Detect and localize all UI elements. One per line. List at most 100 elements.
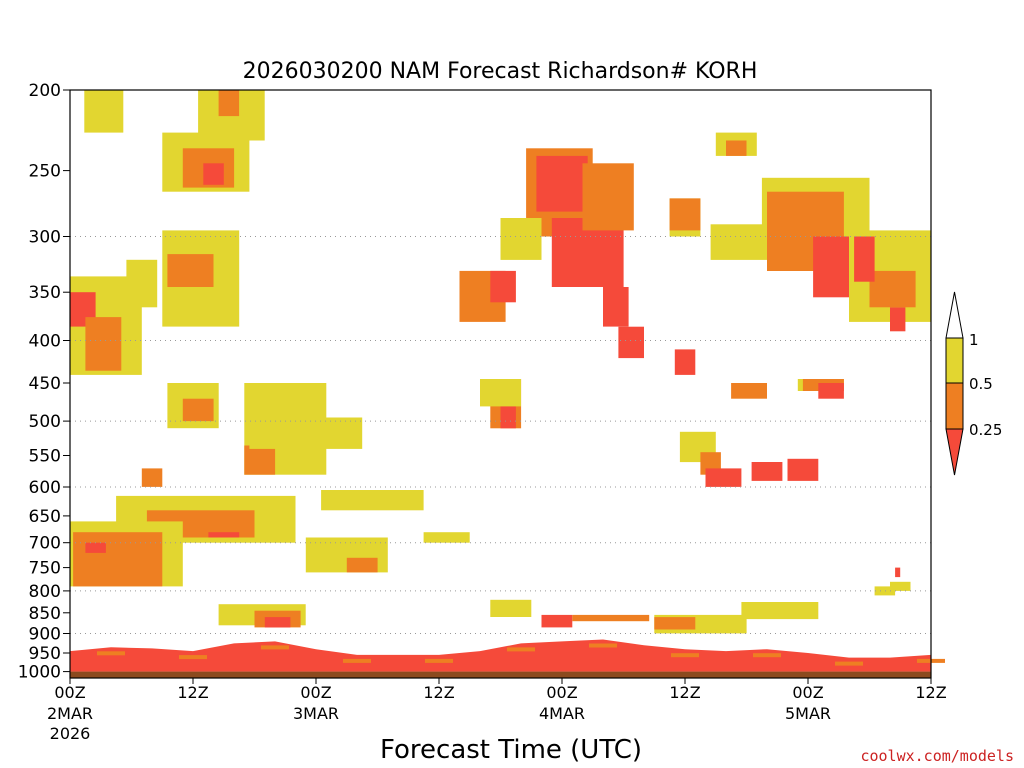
cell-red-63 (787, 458, 819, 481)
credit-text[interactable]: coolwx.com/models (860, 747, 1014, 765)
x-tick-year-0: 2026 (50, 724, 91, 743)
cell-red-20 (208, 532, 240, 538)
colorbar-orange (945, 382, 964, 430)
chart-title: 2026030200 NAM Forecast Richardson# KORH (243, 59, 758, 84)
cell-red-57 (818, 383, 844, 399)
surface-band (70, 639, 945, 678)
colorbar-top-arrow (945, 291, 964, 339)
colorbar-label-0.5: 0.5 (969, 375, 993, 393)
cell-orange-7 (167, 254, 214, 287)
surface-orange-streak-11 (507, 647, 535, 652)
cell-yellow-0 (84, 90, 124, 133)
surface-orange-streak-5 (261, 645, 289, 650)
y-tick-label-350: 350 (29, 283, 61, 303)
colorbar-label-1: 1 (969, 331, 979, 349)
y-tick-label-300: 300 (29, 228, 61, 248)
cell-orange-70 (141, 468, 163, 487)
x-tick-label-3: 12Z (423, 683, 454, 702)
y-tick-label-850: 850 (29, 604, 61, 624)
y-tick-label-800: 800 (29, 582, 61, 602)
cell-red-53 (854, 236, 875, 282)
cell-red-72 (895, 567, 901, 578)
y-tick-label-500: 500 (29, 412, 61, 432)
cell-orange-5 (218, 90, 240, 117)
y-tick-label-250: 250 (29, 162, 61, 182)
cell-orange-15 (244, 445, 276, 475)
cell-orange-65 (654, 617, 696, 630)
ground-layer (70, 671, 931, 678)
surface-orange-streak-15 (671, 653, 699, 658)
y-tick-label-600: 600 (29, 478, 61, 498)
cell-red-54 (890, 307, 906, 332)
x-tick-label-7: 12Z (915, 683, 946, 702)
cell-red-29 (264, 617, 291, 628)
cell-orange-22 (73, 532, 163, 587)
y-tick-label-900: 900 (29, 625, 61, 645)
cell-red-61 (705, 468, 742, 487)
cell-orange-13 (182, 398, 214, 422)
y-tick-label-200: 200 (29, 81, 61, 101)
y-tick-label-550: 550 (29, 447, 61, 467)
y-tick-label-450: 450 (29, 374, 61, 394)
surface-orange-streak-3 (179, 655, 207, 660)
surface-orange-streak-13 (589, 643, 617, 648)
gridlines (70, 236, 931, 634)
cell-red-44 (674, 349, 696, 375)
cell-orange-43 (669, 198, 701, 231)
cell-red-62 (751, 462, 783, 481)
x-tick-date-6: 5MAR (785, 704, 831, 723)
cell-orange-33 (582, 163, 634, 231)
x-tick-date-2: 3MAR (293, 704, 339, 723)
cell-yellow-40 (480, 379, 521, 407)
cell-yellow-66 (741, 602, 819, 620)
x-tick-label-0: 00Z (54, 683, 85, 702)
x-tick-label-4: 00Z (546, 683, 577, 702)
colorbar-yellow (945, 337, 964, 384)
cell-red-23 (85, 542, 106, 553)
cell-orange-25 (346, 557, 378, 573)
cell-red-41 (618, 326, 644, 359)
cell-orange-46 (726, 140, 747, 156)
surface-orange-streak-17 (753, 653, 781, 658)
cell-orange-58 (731, 383, 767, 399)
cell-orange-52 (869, 270, 916, 308)
cell-yellow-16 (249, 417, 363, 449)
cell-red-3 (203, 163, 224, 185)
cell-red-50 (813, 236, 855, 298)
surface-orange-streak-1 (97, 651, 125, 656)
cell-yellow-73 (890, 581, 911, 591)
forecast-cells (70, 90, 931, 634)
y-tick-label-400: 400 (29, 332, 61, 352)
plot-frame (69, 89, 932, 679)
surface-orange-streak-19 (835, 661, 863, 666)
x-tick-label-5: 12Z (669, 683, 700, 702)
cell-yellow-17 (321, 490, 424, 511)
x-tick-date-4: 4MAR (539, 704, 585, 723)
x-tick-label-1: 12Z (177, 683, 208, 702)
cell-yellow-11 (126, 259, 158, 308)
x-tick-label-2: 00Z (300, 683, 331, 702)
y-tick-label-700: 700 (29, 534, 61, 554)
cell-yellow-26 (423, 532, 470, 543)
cell-yellow-37 (500, 218, 542, 260)
cell-red-31 (536, 155, 588, 212)
x-axis-label: Forecast Time (UTC) (380, 735, 642, 765)
x-tick-label-6: 00Z (792, 683, 823, 702)
colorbar-label-0.25: 0.25 (969, 421, 1002, 439)
surface-orange-streak-9 (425, 658, 453, 663)
y-tick-label-950: 950 (29, 644, 61, 664)
y-tick-label-650: 650 (29, 507, 61, 527)
cell-yellow-71 (490, 599, 532, 617)
y-tick-label-750: 750 (29, 559, 61, 579)
cell-orange-10 (85, 317, 122, 371)
cell-red-34 (603, 287, 629, 327)
colorbar-bottom-arrow (945, 428, 964, 476)
surface-orange-streak-7 (343, 658, 371, 663)
colorbar: 1 0.5 0.25 (945, 291, 1002, 476)
cell-orange-69 (572, 614, 650, 622)
cell-red-36 (490, 270, 516, 303)
cell-red-68 (541, 614, 573, 628)
y-axis: 200 250 300 350 400 450 500 550 600 650 700 750 8008… (18, 81, 70, 683)
